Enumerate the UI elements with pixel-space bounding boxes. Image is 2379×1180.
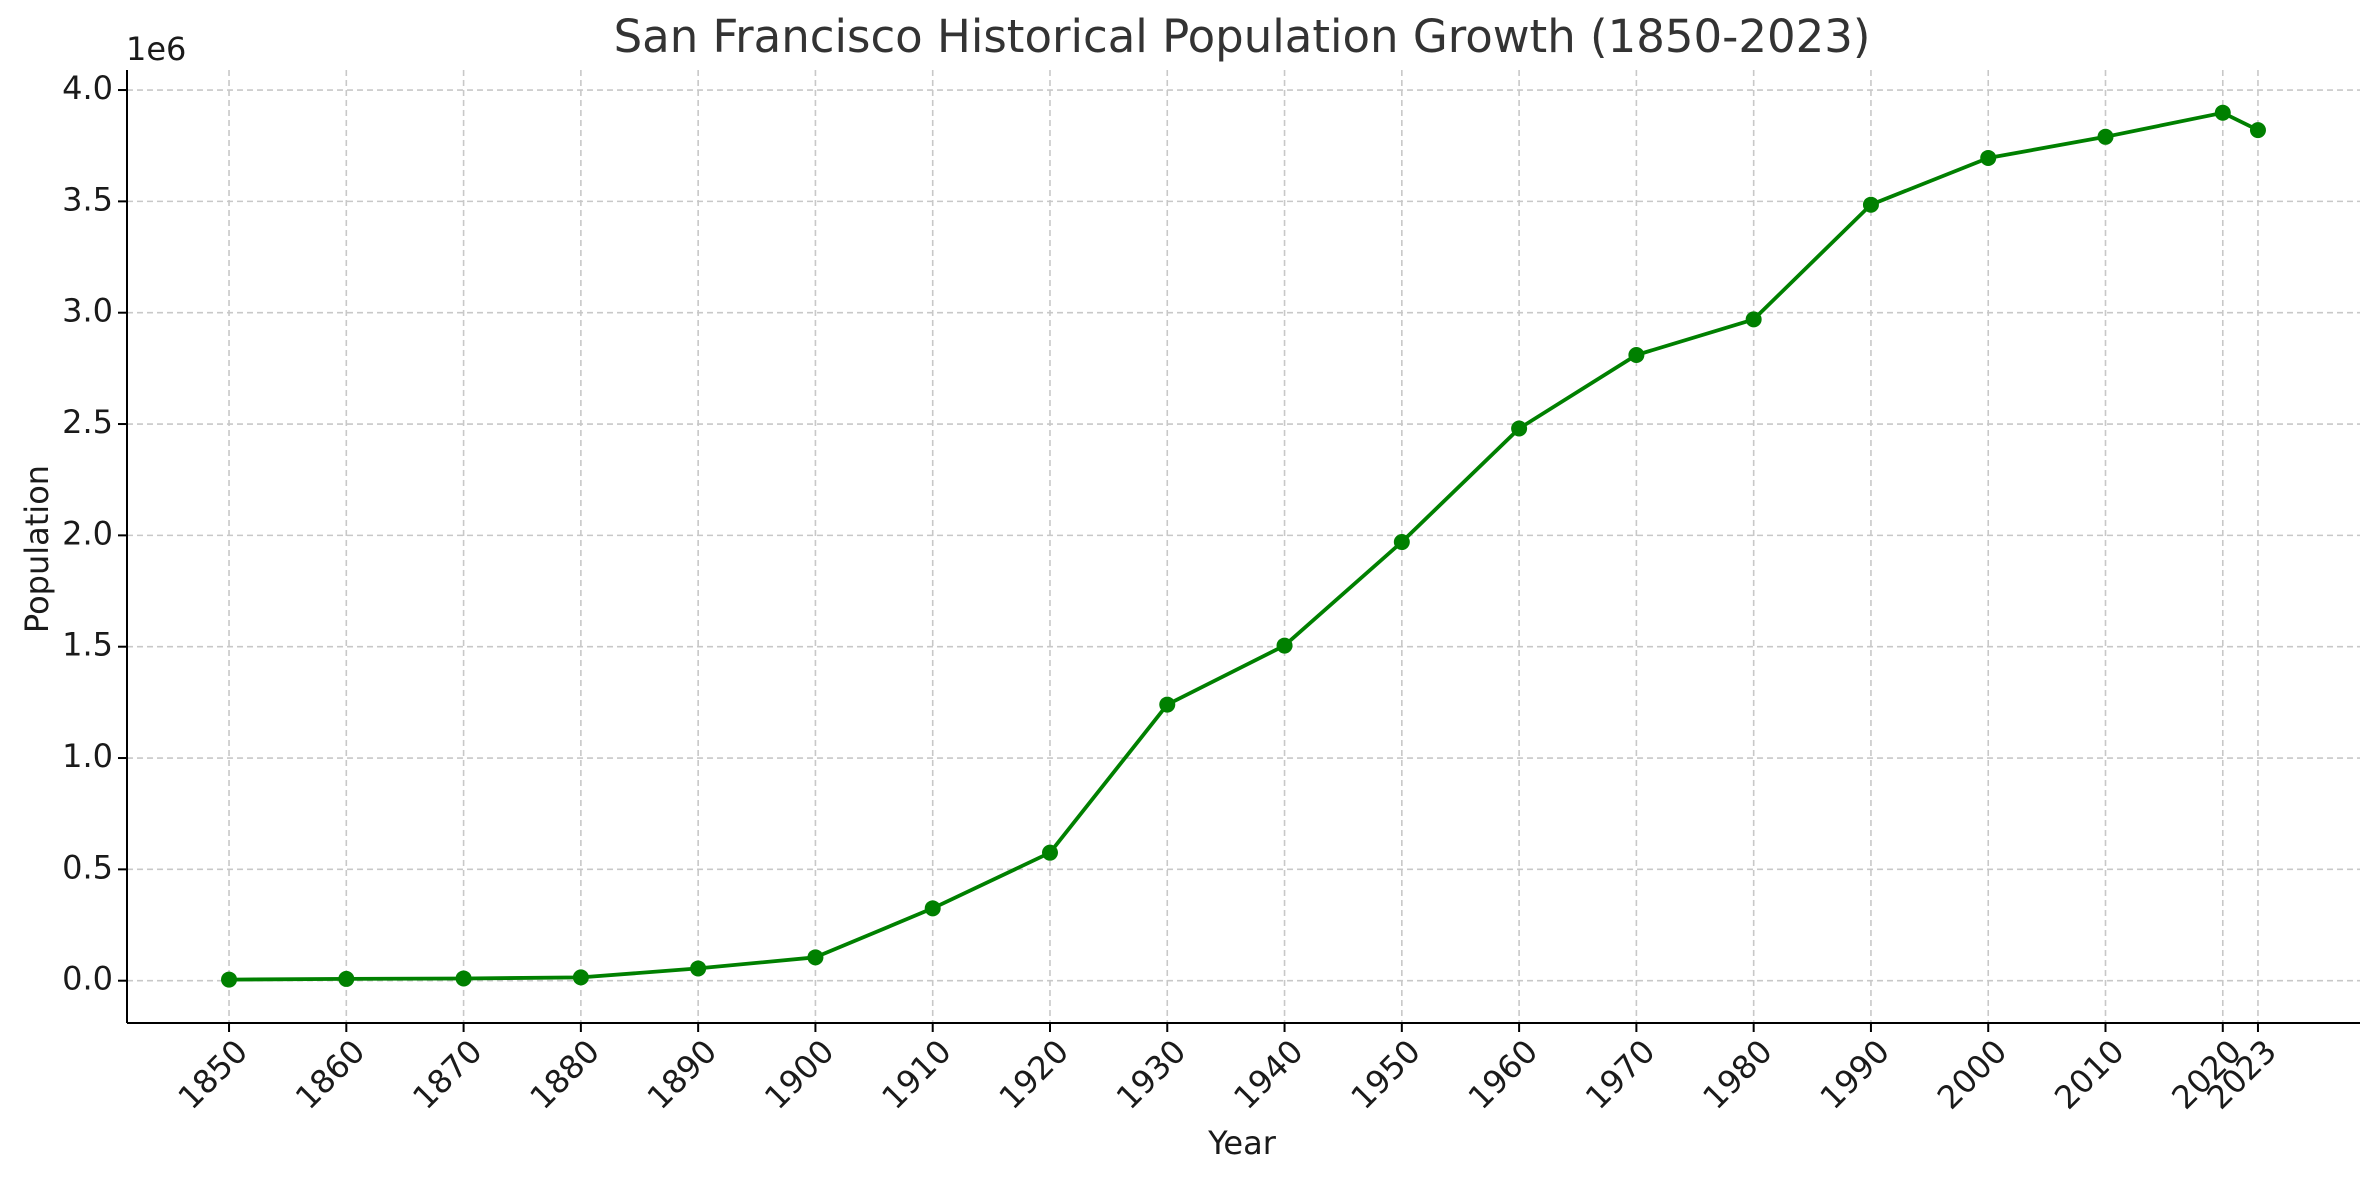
x-tick-label: 1950 xyxy=(1343,1032,1427,1116)
chart-title: San Francisco Historical Population Grow… xyxy=(614,10,1871,63)
y-axis-offset-label: 1e6 xyxy=(126,30,186,68)
data-point xyxy=(1745,311,1762,328)
x-tick-label: 1880 xyxy=(522,1032,606,1116)
ticks: 0.0 0.5 1.0 1.5 2.0 2.5 3.0 3.5 4.0 1850 1860 1870 1… xyxy=(62,69,2284,1117)
data-point xyxy=(455,970,472,987)
x-tick-label: 1930 xyxy=(1109,1032,1193,1116)
x-tick-label: 1970 xyxy=(1578,1032,1662,1116)
x-tick-label: 1960 xyxy=(1461,1032,1545,1116)
data-point xyxy=(1511,420,1528,437)
data-point xyxy=(690,960,707,977)
data-point xyxy=(1159,696,1176,713)
series-line xyxy=(228,110,2259,982)
y-tick-label: 3.0 xyxy=(62,292,113,330)
x-axis-title: Year xyxy=(1207,1124,1277,1162)
data-point xyxy=(221,971,238,988)
y-tick-label: 1.5 xyxy=(62,626,113,664)
data-point xyxy=(1393,534,1410,551)
x-tick-label: 1990 xyxy=(1813,1032,1897,1116)
x-tick-label: 1860 xyxy=(288,1032,372,1116)
data-point xyxy=(1628,347,1645,364)
x-tick-label: 1890 xyxy=(640,1032,724,1116)
y-tick-label: 4.0 xyxy=(62,69,113,107)
data-point xyxy=(572,969,589,986)
data-point xyxy=(1276,637,1293,654)
x-tick-label: 1980 xyxy=(1695,1032,1779,1116)
data-point xyxy=(924,900,941,917)
x-tick-label: 1900 xyxy=(757,1032,841,1116)
series xyxy=(221,104,2266,988)
y-tick-label: 3.5 xyxy=(62,180,113,218)
y-axis-title: Population xyxy=(18,465,56,633)
x-tick-label: 1910 xyxy=(874,1032,958,1116)
grid xyxy=(127,70,2360,1023)
x-tick-label: 1850 xyxy=(171,1032,255,1116)
x-tick-label: 1920 xyxy=(992,1032,1076,1116)
data-point xyxy=(1862,196,1879,213)
x-tick-label: 2000 xyxy=(1930,1032,2014,1116)
y-tick-label: 2.0 xyxy=(62,514,113,552)
y-tick-label: 2.5 xyxy=(62,403,113,441)
data-point xyxy=(1980,149,1997,166)
axes xyxy=(126,70,2360,1024)
y-tick-label: 0.0 xyxy=(62,960,113,998)
data-point xyxy=(2097,128,2114,145)
data-point xyxy=(2249,122,2266,139)
x-tick-label: 1940 xyxy=(1226,1032,1310,1116)
y-tick-label: 0.5 xyxy=(62,848,113,886)
x-tick-label: 2010 xyxy=(2047,1032,2131,1116)
y-tick-label: 1.0 xyxy=(62,737,113,775)
data-point xyxy=(807,949,824,966)
data-point xyxy=(2214,104,2231,121)
data-point xyxy=(338,970,355,987)
data-point xyxy=(1041,844,1058,861)
x-tick-label: 1870 xyxy=(405,1032,489,1116)
